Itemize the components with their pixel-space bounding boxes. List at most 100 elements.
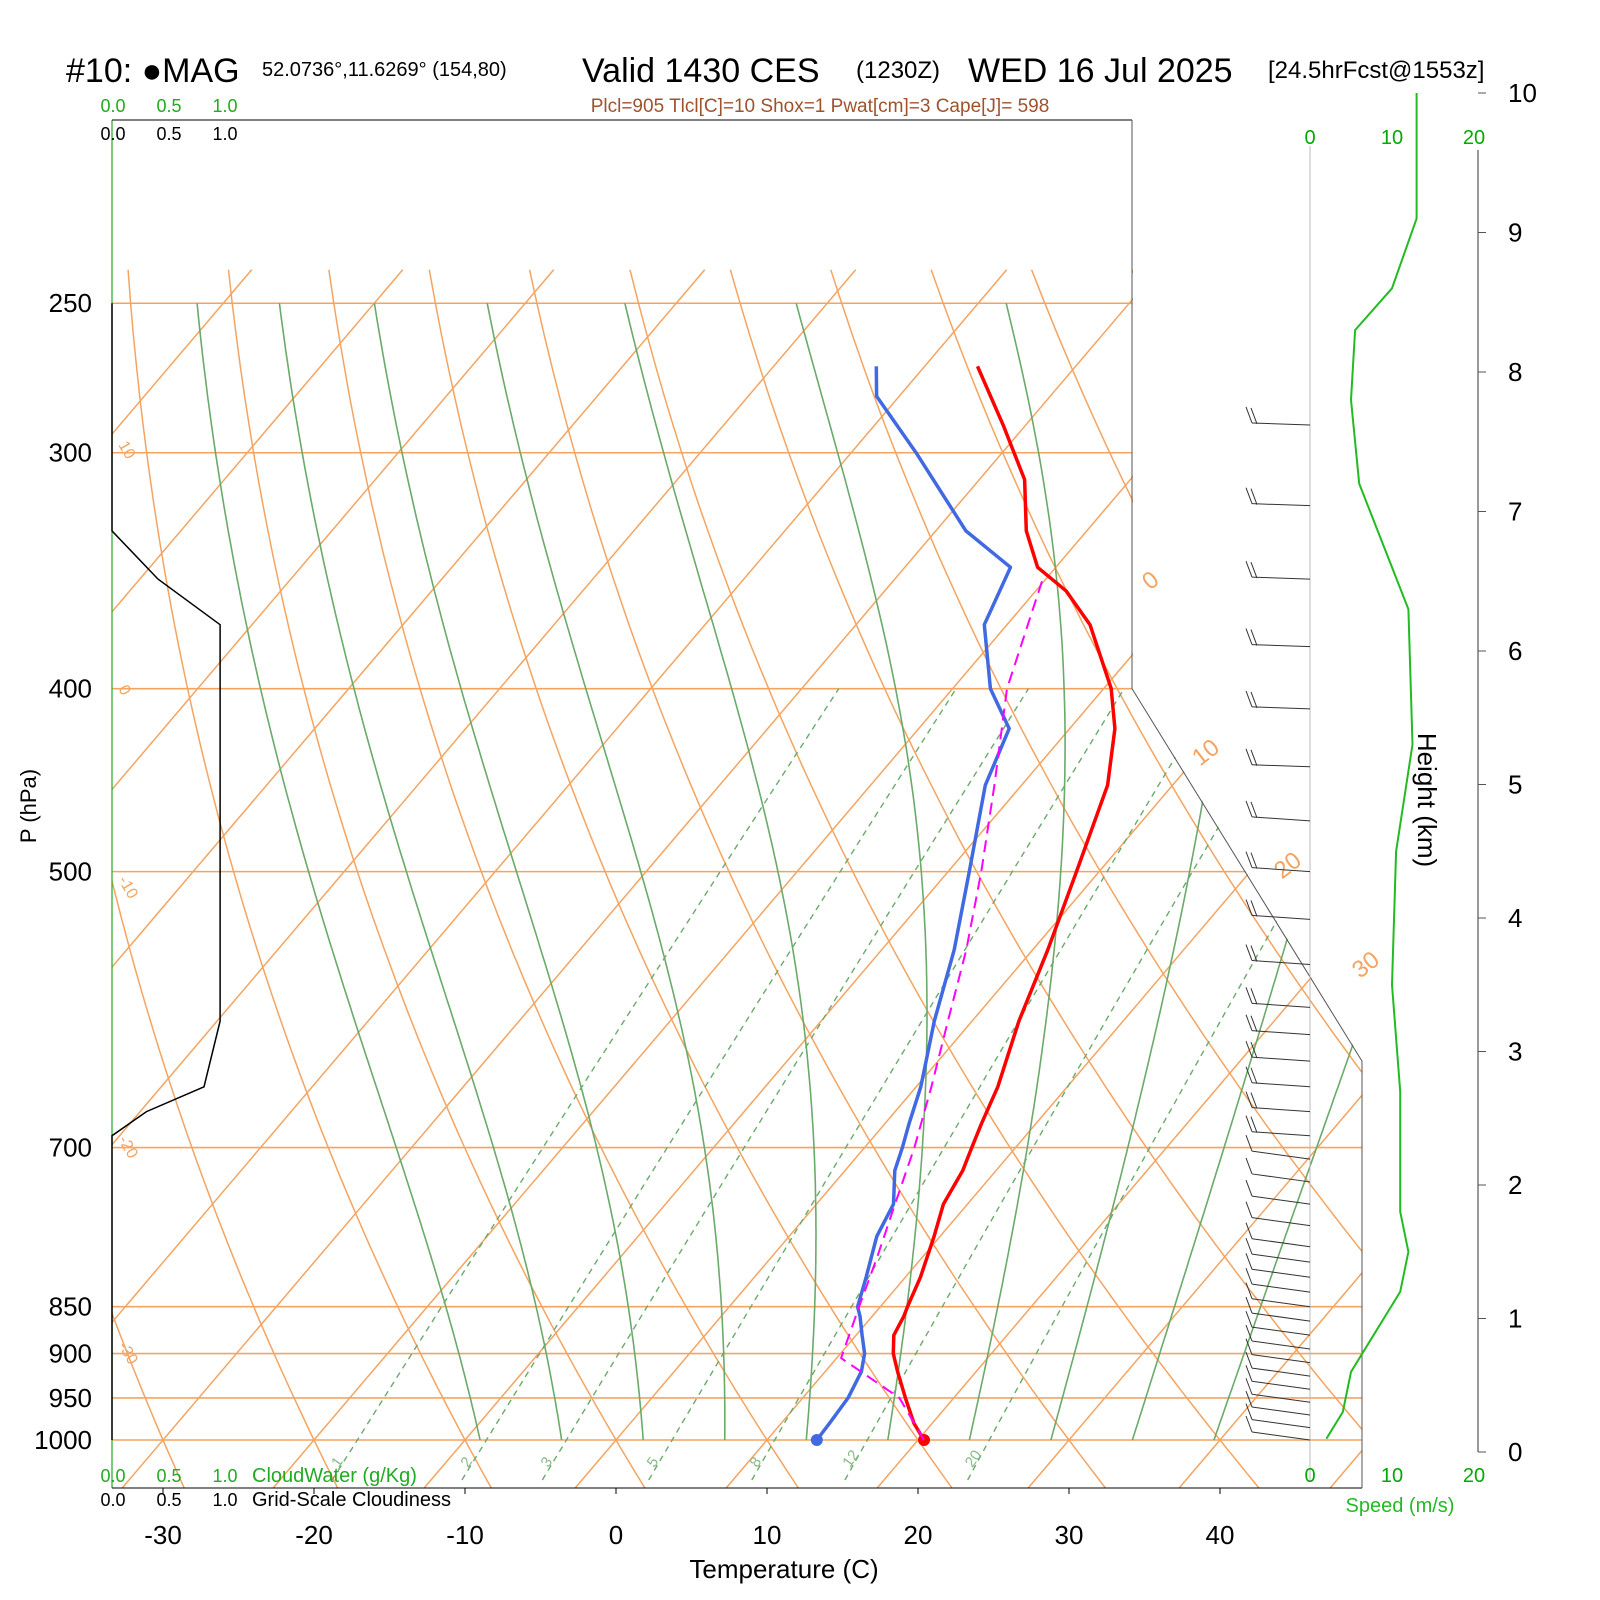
isotherm-label: -30 — [115, 1339, 141, 1368]
wind-barb-flag — [1245, 748, 1253, 765]
wind-barb-flag — [1250, 749, 1258, 766]
station-coords: 52.0736°,11.6269° (154,80) — [262, 59, 507, 81]
wind-barb-flag — [1250, 1092, 1258, 1109]
wind-barb — [1251, 1354, 1311, 1364]
wind-barb — [1251, 1253, 1311, 1263]
height-tick-label: 1 — [1508, 1304, 1522, 1334]
isotherm-line — [725, 738, 1362, 1488]
height-tick-label: 7 — [1508, 497, 1522, 527]
wind-barb — [1251, 1326, 1311, 1336]
isotherm-label: 10 — [115, 438, 139, 462]
wind-barb-flag — [1245, 690, 1253, 708]
plot-frame — [111, 119, 1470, 1489]
wind-barb — [1251, 1107, 1311, 1113]
wind-barb — [1251, 1268, 1311, 1278]
pressure-tick-label: 700 — [49, 1133, 92, 1163]
wind-barb — [1251, 644, 1311, 648]
wind-barb — [1251, 1431, 1311, 1441]
wind-speed-axis-title: Speed (m/s) — [1346, 1495, 1455, 1517]
dry-adiabat-line — [1534, 270, 1600, 1488]
wind-barb-flag — [1245, 1311, 1253, 1328]
isotherm-label: 0 — [115, 682, 134, 698]
isotherm-line — [1481, 270, 1600, 1488]
wind-barb-flag — [1245, 1014, 1253, 1031]
dry-adiabat-line — [0, 270, 31, 1488]
wind-barb-flag — [1245, 800, 1253, 818]
wind-barb-flag — [1245, 628, 1253, 645]
wind-barb — [1251, 1217, 1311, 1227]
wind-barb-flag — [1250, 629, 1258, 646]
wind-barb-flag — [1245, 1351, 1253, 1369]
temperature-tick-label: -10 — [446, 1520, 484, 1550]
right-boundary — [1131, 120, 1363, 1488]
wind-barb-flag — [1245, 1296, 1253, 1314]
wind-barb-flag — [1245, 987, 1253, 1004]
wind-speed-profile-line — [1325, 93, 1418, 1440]
wind-barb — [1251, 1393, 1311, 1403]
dry-adiabat-line — [112, 877, 339, 1488]
wind-barb-flag — [1250, 988, 1258, 1005]
temperature-tick-label: -20 — [295, 1520, 333, 1550]
mixing-ratio-line — [967, 769, 1362, 1481]
cloud-water-label: CloudWater (g/Kg) — [252, 1465, 417, 1487]
height-axis-title: Height (km) — [1412, 733, 1442, 867]
wind-barb — [1251, 1419, 1311, 1429]
wind-barb — [1251, 1082, 1311, 1088]
wind-speed-tick-bottom: 0 — [1304, 1465, 1315, 1487]
wind-speed-tick-top: 10 — [1381, 127, 1403, 149]
sounding-indices: Plcl=905 Tlcl[C]=10 Shox=1 Pwat[cm]=3 Ca… — [591, 96, 1050, 117]
pressure-tick-label: 950 — [49, 1383, 92, 1413]
cloudiness-profile — [111, 303, 221, 1440]
height-tick-label: 6 — [1508, 636, 1522, 666]
wind-barb-flag — [1245, 1066, 1253, 1083]
cloudiness-tick-top: 0.0 — [100, 124, 125, 144]
mixing-ratio-lines — [196, 302, 1362, 1481]
mixing-ratio-line — [461, 688, 957, 1481]
wind-barb — [1251, 1195, 1311, 1205]
wind-barb-flag — [1250, 691, 1258, 709]
wind-barb-flag — [1250, 1041, 1258, 1059]
dry-adiabat-line — [528, 269, 1106, 1488]
wind-barb-flag — [1245, 1222, 1253, 1239]
wind-barb-flag — [1250, 488, 1258, 505]
mixing-ratio-line — [751, 688, 1218, 1481]
wind-barb-flag — [1245, 1253, 1253, 1270]
wind-barb-flag — [1245, 487, 1253, 504]
moist-adiabat-line — [968, 303, 1066, 1441]
wind-barb — [1251, 1002, 1311, 1008]
wind-barb — [1251, 1380, 1311, 1390]
forecast-info: [24.5hrFcst@1553z] — [1268, 57, 1484, 84]
wind-barb-flag — [1250, 852, 1258, 869]
isotherm-line — [112, 269, 857, 1146]
cloud-water-tick-top: 0.5 — [156, 96, 181, 116]
wind-barb-flag — [1245, 851, 1253, 868]
isotherm-line — [1178, 1271, 1362, 1488]
pressure-tick-label: 300 — [49, 438, 92, 468]
dry-adiabat-line — [729, 269, 1362, 1431]
wind-barb — [1251, 867, 1311, 873]
mixing-ratio-line — [844, 688, 1301, 1481]
isotherm-line — [112, 269, 1008, 1324]
wind-barb-flag — [1250, 1067, 1258, 1084]
wind-barb-flag — [1245, 406, 1253, 424]
isotherm-line — [1027, 1094, 1362, 1488]
cloud-water-tick-bottom: 1.0 — [212, 1466, 237, 1486]
wind-barb — [1251, 1406, 1311, 1416]
temperature-tick-label: 0 — [609, 1520, 623, 1550]
wind-barb-flag — [1245, 944, 1253, 961]
wind-barb — [1251, 1340, 1311, 1350]
series-parcel-line — [840, 578, 1044, 1441]
wind-barb — [1251, 764, 1311, 768]
cloud-water-tick-bottom: 0.0 — [100, 1466, 125, 1486]
wind-barb-flag — [1245, 1415, 1253, 1433]
wind-barb — [1251, 1283, 1311, 1293]
wind-barb-flag — [1245, 1237, 1253, 1255]
pressure-tick-label: 850 — [49, 1292, 92, 1322]
dry-adiabat-line — [127, 269, 492, 1488]
moist-adiabat-line — [278, 303, 563, 1441]
cloud-water-tick-bottom: 0.5 — [156, 1466, 181, 1486]
wind-barb-flag — [1245, 1179, 1253, 1197]
mixing-ratio-label: 8 — [746, 1454, 765, 1471]
